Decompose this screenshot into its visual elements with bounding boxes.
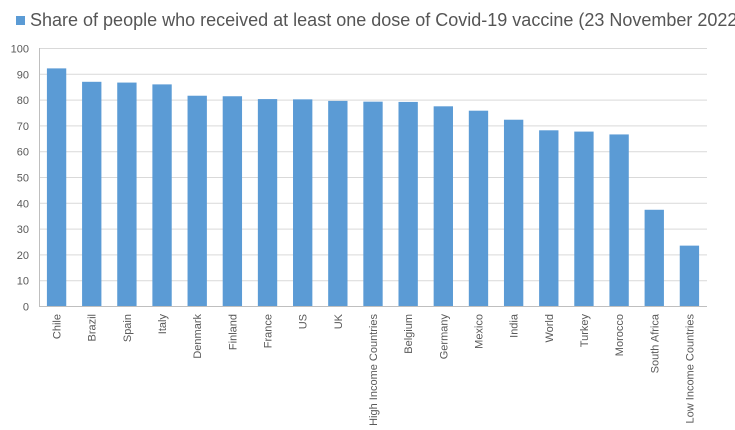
bar xyxy=(574,131,594,306)
bar xyxy=(152,84,172,306)
x-tick-label: Spain xyxy=(122,314,134,342)
x-tick-label: Germany xyxy=(438,314,450,360)
bar xyxy=(468,110,489,306)
bar xyxy=(222,96,243,306)
bar xyxy=(328,100,348,306)
x-tick-label: Morocco xyxy=(614,314,626,356)
x-tick-label: High Income Countries xyxy=(368,314,380,425)
bar xyxy=(503,119,524,306)
bar xyxy=(82,81,102,306)
legend-label: Share of people who received at least on… xyxy=(30,9,735,30)
y-tick-label: 80 xyxy=(17,95,29,107)
x-tick-label: South Africa xyxy=(649,313,661,373)
y-tick-label: 90 xyxy=(17,69,29,81)
x-tick-label: Finland xyxy=(227,314,239,350)
legend: Share of people who received at least on… xyxy=(16,8,735,32)
x-tick-label: US xyxy=(298,314,310,329)
bar xyxy=(644,209,664,306)
y-tick-label: 70 xyxy=(17,121,29,133)
bar xyxy=(433,106,453,306)
bar xyxy=(187,95,207,306)
bar xyxy=(117,82,137,306)
bar xyxy=(293,99,313,306)
y-tick-label: 60 xyxy=(17,147,29,159)
y-tick-label: 0 xyxy=(23,302,29,314)
bar xyxy=(46,68,67,306)
bar xyxy=(539,130,559,306)
bar xyxy=(363,101,383,306)
x-tick-label: France xyxy=(263,314,275,348)
x-tick-label: Denmark xyxy=(192,314,204,359)
x-tick-label: Turkey xyxy=(579,314,591,348)
y-tick-label: 10 xyxy=(17,276,29,288)
y-tick-label: 20 xyxy=(17,250,29,262)
x-tick-label: Italy xyxy=(157,314,169,335)
x-tick-label: India xyxy=(509,313,521,338)
bar xyxy=(398,101,418,306)
y-tick-label: 30 xyxy=(17,224,29,236)
x-tick-label: Brazil xyxy=(87,314,99,342)
bar xyxy=(257,99,278,306)
x-tick-label: Mexico xyxy=(473,314,485,349)
x-tick-label: UK xyxy=(333,313,345,329)
bar xyxy=(609,134,629,306)
y-tick-label: 100 xyxy=(11,44,29,56)
x-tick-label: Chile xyxy=(52,314,64,339)
legend-swatch xyxy=(16,15,25,25)
x-tick-label: Low Income Countries xyxy=(684,314,696,424)
bar xyxy=(679,245,700,306)
y-tick-label: 50 xyxy=(17,173,29,185)
x-tick-label: World xyxy=(544,314,556,343)
x-tick-label: Belgium xyxy=(403,314,415,354)
y-tick-label: 40 xyxy=(17,198,29,210)
